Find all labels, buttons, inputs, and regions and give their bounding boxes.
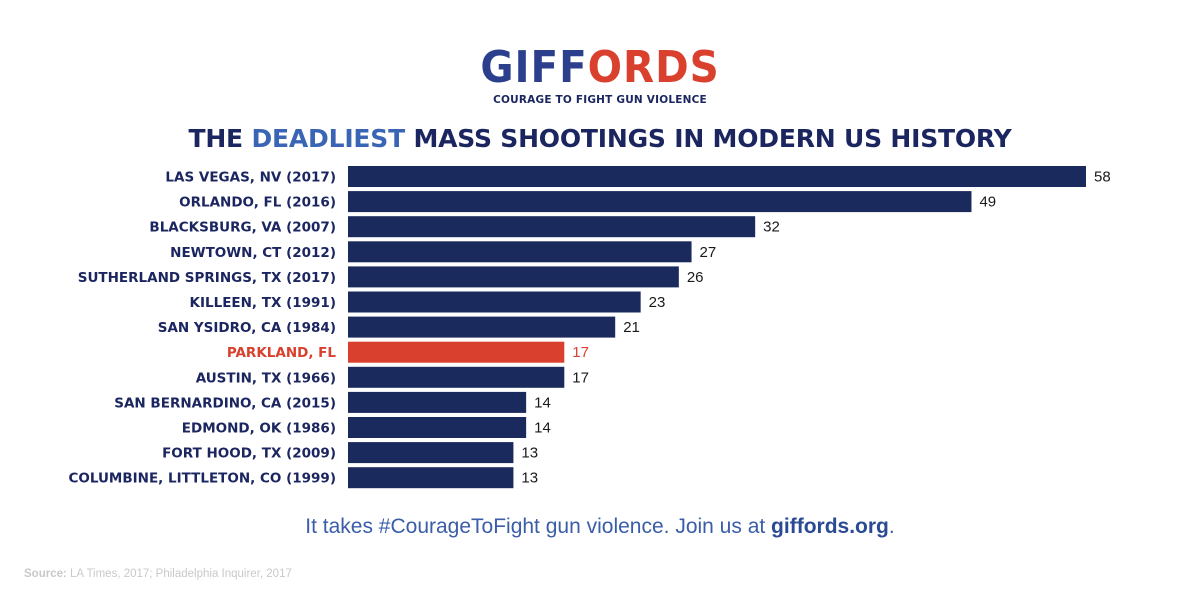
category-label: AUSTIN, TX (1966)	[196, 370, 336, 386]
value-label: 14	[534, 394, 551, 411]
value-label: 21	[623, 319, 640, 336]
value-label: 23	[649, 294, 666, 311]
logo-tagline: COURAGE TO FIGHT GUN VIOLENCE	[493, 94, 707, 106]
bar	[348, 417, 527, 438]
category-label: FORT HOOD, TX (2009)	[162, 446, 336, 462]
category-label: ORLANDO, FL (2016)	[179, 195, 336, 211]
category-label: SUTHERLAND SPRINGS, TX (2017)	[78, 270, 336, 286]
bar	[348, 166, 1086, 187]
value-label: 32	[763, 219, 780, 236]
value-label: 49	[979, 194, 996, 211]
bar	[348, 241, 692, 263]
bar	[348, 216, 756, 238]
website-link[interactable]: giffords.org	[771, 515, 889, 538]
bar	[348, 316, 616, 338]
source-note: Source: LA Times, 2017; Philadelphia Inq…	[24, 568, 292, 580]
value-label: 17	[572, 344, 589, 361]
category-label: SAN YSIDRO, CA (1984)	[158, 320, 336, 336]
logo-wordmark: GIFFORDS	[480, 42, 720, 93]
category-label: LAS VEGAS, NV (2017)	[165, 170, 336, 186]
category-label: BLACKSBURG, VA (2007)	[149, 220, 336, 236]
call-to-action: It takes #CourageToFight gun violence. J…	[305, 515, 895, 538]
category-label: SAN BERNARDINO, CA (2015)	[114, 395, 336, 411]
bar-highlighted	[348, 341, 565, 363]
category-label: EDMOND, OK (1986)	[182, 421, 336, 437]
category-label: KILLEEN, TX (1991)	[190, 295, 337, 311]
value-label: 17	[572, 369, 589, 386]
bar	[348, 391, 527, 413]
bar	[348, 291, 641, 313]
category-label: COLUMBINE, LITTLETON, CO (1999)	[68, 471, 336, 487]
value-label: 58	[1094, 169, 1111, 186]
bar	[348, 442, 514, 464]
value-label: 13	[521, 470, 538, 487]
value-label: 27	[700, 244, 717, 261]
bar	[348, 366, 565, 388]
bar	[348, 467, 514, 489]
bar	[348, 266, 679, 288]
bar	[348, 191, 972, 213]
value-label: 14	[534, 420, 551, 437]
value-label: 13	[521, 445, 538, 462]
value-label: 26	[687, 269, 704, 286]
category-label: NEWTOWN, CT (2012)	[170, 245, 336, 261]
category-label: PARKLAND, FL	[227, 345, 337, 361]
chart-title: THE DEADLIEST MASS SHOOTINGS IN MODERN U…	[188, 124, 1012, 153]
title-highlight: DEADLIEST	[251, 124, 405, 153]
giffords-logo: GIFFORDS COURAGE TO FIGHT GUN VIOLENCE	[0, 42, 1200, 107]
